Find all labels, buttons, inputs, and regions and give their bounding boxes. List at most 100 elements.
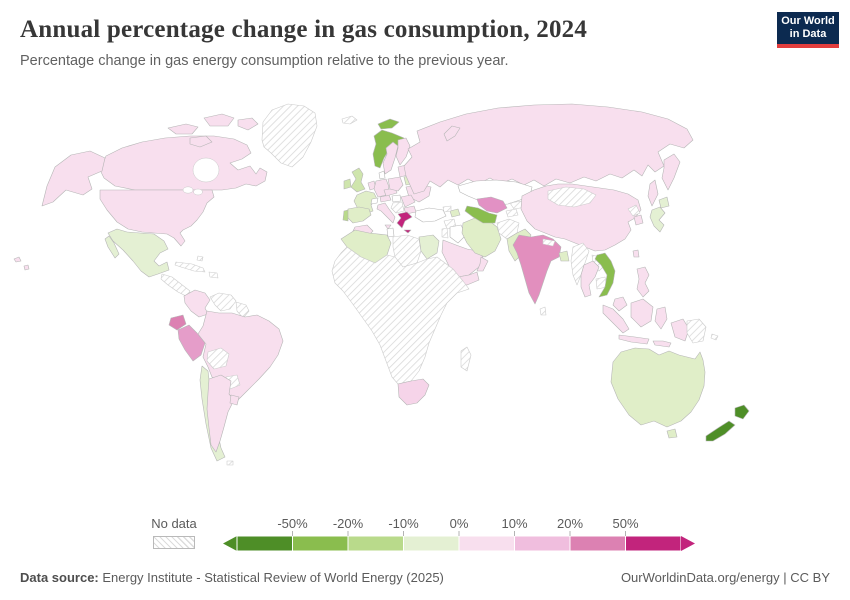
legend-bin-7[interactable]	[625, 535, 682, 552]
country-usa-alaska[interactable]	[41, 150, 106, 207]
country-vietnam[interactable]	[594, 252, 616, 298]
country-south-africa[interactable]	[397, 378, 430, 406]
country-russia[interactable]	[403, 103, 694, 195]
country-indonesia-lesser-sunda[interactable]	[652, 340, 672, 348]
legend-bin-4[interactable]	[458, 535, 515, 552]
country-venezuela[interactable]	[209, 292, 237, 312]
country-central-america[interactable]	[160, 273, 191, 298]
country-levant[interactable]	[441, 227, 449, 239]
country-azerbaijan[interactable]	[449, 208, 461, 218]
country-australia[interactable]	[610, 347, 706, 428]
country-canada-island[interactable]	[203, 113, 235, 127]
country-greece[interactable]	[396, 211, 413, 229]
country-mongolia[interactable]	[547, 186, 597, 208]
footer-link[interactable]: OurWorldinData.org/energy | CC BY	[620, 570, 830, 585]
country-argentina[interactable]	[206, 374, 235, 453]
country-mexico-baja[interactable]	[104, 235, 120, 259]
country-canada-island[interactable]	[167, 123, 199, 135]
country-south-korea[interactable]	[633, 214, 644, 226]
legend-arrow-right[interactable]	[681, 536, 695, 551]
country-mexico[interactable]	[107, 228, 170, 278]
country-peru[interactable]	[177, 324, 206, 362]
legend-bin-2[interactable]	[347, 535, 404, 552]
country-cuba[interactable]	[174, 261, 206, 273]
country-egypt[interactable]	[418, 234, 440, 260]
country-iceland[interactable]	[341, 115, 358, 125]
country-sri-lanka[interactable]	[539, 306, 547, 316]
country-canada-island[interactable]	[189, 135, 213, 148]
country-oman[interactable]	[476, 256, 489, 272]
country-tunisia[interactable]	[386, 227, 395, 238]
country-balkans[interactable]	[390, 201, 405, 214]
owid-logo[interactable]: Our World in Data	[777, 12, 839, 48]
country-usa-hawaii[interactable]	[23, 264, 30, 271]
country-greece-crete[interactable]	[403, 229, 412, 234]
country-iraq[interactable]	[449, 224, 467, 244]
country-romania[interactable]	[400, 194, 416, 208]
country-tajikistan[interactable]	[505, 208, 519, 218]
country-bangladesh[interactable]	[558, 250, 570, 262]
legend-bin-6[interactable]	[569, 535, 626, 552]
country-ecuador[interactable]	[168, 314, 187, 331]
legend-arrow-left[interactable]	[223, 536, 237, 551]
country-philippines[interactable]	[636, 266, 650, 298]
country-guyanas[interactable]	[235, 301, 250, 319]
country-turkey[interactable]	[414, 207, 447, 223]
country-falkland-islands[interactable]	[226, 460, 234, 466]
country-new-zealand-south[interactable]	[705, 420, 736, 442]
country-svalbard[interactable]	[377, 118, 400, 130]
country-kazakhstan[interactable]	[457, 179, 533, 206]
country-madagascar[interactable]	[460, 346, 472, 372]
country-usa-hawaii[interactable]	[13, 256, 22, 263]
country-indonesia-papua[interactable]	[670, 318, 690, 342]
country-greenland[interactable]	[261, 103, 318, 168]
country-finland[interactable]	[395, 137, 411, 166]
country-russia-kamchatka[interactable]	[661, 153, 681, 191]
country-hungary[interactable]	[391, 194, 402, 203]
country-italy-sicily[interactable]	[384, 224, 392, 230]
country-taiwan[interactable]	[632, 249, 640, 258]
country-poland[interactable]	[387, 176, 404, 192]
legend-bin-3[interactable]	[403, 535, 460, 552]
country-united-kingdom[interactable]	[350, 167, 366, 193]
country-indonesia-borneo[interactable]	[630, 298, 654, 328]
country-uzbekistan[interactable]	[476, 196, 508, 214]
country-japan-honshu[interactable]	[649, 206, 666, 233]
country-spain[interactable]	[346, 206, 372, 224]
country-bahamas[interactable]	[196, 255, 204, 262]
country-uruguay[interactable]	[229, 394, 240, 406]
country-japan-hokkaido[interactable]	[658, 196, 670, 209]
country-india[interactable]	[512, 234, 562, 305]
country-hispaniola[interactable]	[208, 271, 219, 279]
country-denmark[interactable]	[378, 170, 386, 180]
country-indonesia-sulawesi[interactable]	[654, 306, 668, 330]
legend-bin-1[interactable]	[292, 535, 349, 552]
legend-no-data-swatch[interactable]	[153, 536, 195, 549]
legend-bin-5[interactable]	[514, 535, 571, 552]
country-colombia[interactable]	[183, 289, 211, 318]
country-north-korea[interactable]	[627, 204, 641, 217]
legend-bin-0[interactable]	[236, 535, 293, 552]
country-russia-sakhalin[interactable]	[647, 179, 659, 207]
country-indonesia-java[interactable]	[618, 334, 650, 345]
country-sweden[interactable]	[382, 141, 399, 175]
country-canada-island[interactable]	[237, 117, 259, 131]
country-ireland[interactable]	[343, 178, 352, 190]
country-malaysia[interactable]	[612, 296, 628, 312]
country-canada[interactable]	[99, 135, 268, 191]
legend-color-scale[interactable]: -50% -20% -10% 0% 10% 20% 50%	[223, 516, 695, 554]
country-brazil[interactable]	[197, 310, 284, 405]
country-bolivia[interactable]	[206, 347, 230, 370]
country-italy[interactable]	[376, 202, 396, 224]
country-switzerland[interactable]	[370, 197, 379, 205]
country-papua-new-guinea[interactable]	[686, 318, 707, 344]
world-map[interactable]	[0, 90, 850, 475]
country-subsaharan-africa[interactable]	[331, 246, 470, 385]
country-caucasus[interactable]	[442, 205, 452, 213]
country-portugal[interactable]	[342, 209, 349, 222]
country-nepal[interactable]	[542, 238, 556, 247]
country-solomon-islands[interactable]	[710, 333, 719, 341]
country-turkmenistan[interactable]	[464, 205, 498, 224]
country-new-zealand-north[interactable]	[734, 404, 750, 420]
country-indonesia-sumatra[interactable]	[602, 304, 630, 334]
